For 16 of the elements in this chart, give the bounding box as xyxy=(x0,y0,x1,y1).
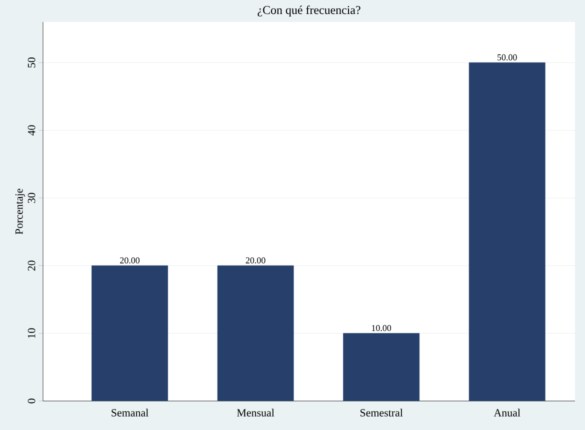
y-tick-label: 50 xyxy=(28,58,36,68)
y-tick-label: 40 xyxy=(28,125,36,136)
chart-title: ¿Con qué frecuencia? xyxy=(258,6,360,16)
x-tick-label: Anual xyxy=(494,408,520,416)
y-tick-label: 30 xyxy=(28,192,36,203)
y-tick-label: 20 xyxy=(28,260,36,271)
x-tick-label: Mensual xyxy=(237,408,274,416)
y-tick-label: 10 xyxy=(28,328,36,338)
y-tick-label: 0 xyxy=(28,398,36,404)
data-label: 20.00 xyxy=(120,257,140,264)
y-axis-title: Porcentaje xyxy=(15,188,25,234)
x-tick-label: Semestral xyxy=(360,408,403,416)
data-label: 10.00 xyxy=(372,325,392,332)
data-label: 50.00 xyxy=(498,54,517,60)
data-label: 20.00 xyxy=(246,257,266,264)
x-tick-label: Semanal xyxy=(112,408,148,416)
